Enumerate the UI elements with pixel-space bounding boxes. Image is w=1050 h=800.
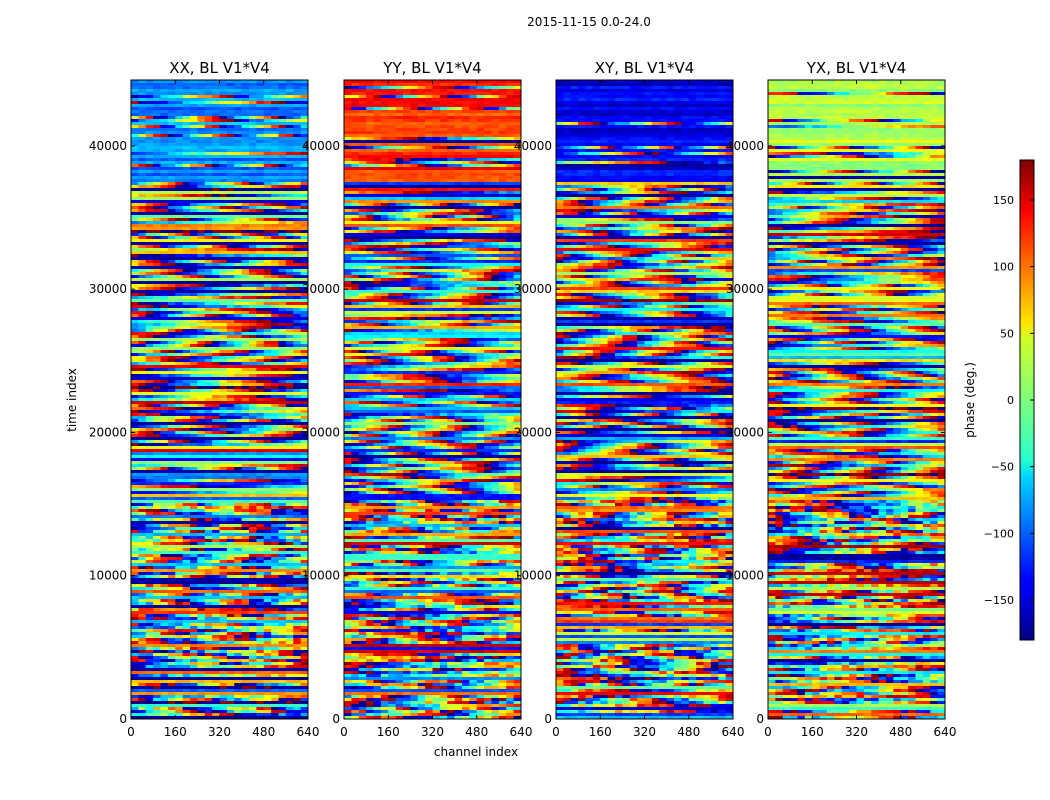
x-tick-label: 0 — [340, 725, 348, 739]
x-tick-label: 640 — [297, 725, 320, 739]
phase-image — [768, 80, 946, 720]
x-axis-label: channel index — [434, 745, 518, 759]
y-tick-label: 20000 — [89, 425, 127, 439]
x-tick-label: 640 — [934, 725, 957, 739]
x-tick-label: 320 — [633, 725, 656, 739]
panel-yx: YX, BL V1*V4 0 160 320 480 640 0 10000 20000 3000… — [726, 59, 957, 739]
y-tick-label: 20000 — [302, 425, 340, 439]
colorbar-tick-label: −50 — [991, 461, 1014, 474]
x-tick-label: 320 — [845, 725, 868, 739]
x-tick-label: 480 — [252, 725, 275, 739]
y-axis-label: time index — [65, 368, 79, 432]
y-tick-label: 30000 — [302, 282, 340, 296]
colorbar-label: phase (deg.) — [963, 362, 977, 438]
panel-xy: XY, BL V1*V4 0 160 320 480 640 0 10000 20000 3000… — [514, 59, 745, 739]
panel-title: YX, BL V1*V4 — [806, 59, 907, 77]
x-tick-label: 160 — [377, 725, 400, 739]
x-tick-label: 320 — [208, 725, 231, 739]
colorbar-tick-label: −150 — [984, 594, 1014, 607]
x-tick-label: 160 — [589, 725, 612, 739]
colorbar-tick-label: 150 — [993, 194, 1014, 207]
y-tick-label: 40000 — [302, 139, 340, 153]
x-tick-label: 160 — [801, 725, 824, 739]
y-tick-label: 10000 — [89, 569, 127, 583]
x-tick-label: 640 — [722, 725, 745, 739]
panel-xx: XX, BL V1*V4 0 160 320 480 640 0 10000 20000 3000… — [89, 59, 320, 739]
y-tick-label: 0 — [119, 712, 127, 726]
panel-title: YY, BL V1*V4 — [382, 59, 481, 77]
y-tick-label: 0 — [332, 712, 340, 726]
x-tick-label: 480 — [465, 725, 488, 739]
panel-yy: YY, BL V1*V4 0 160 320 480 640 0 10000 20000 3000… — [302, 59, 533, 739]
x-tick-label: 0 — [552, 725, 560, 739]
y-tick-label: 30000 — [89, 282, 127, 296]
y-tick-label: 0 — [756, 712, 764, 726]
y-tick-label: 10000 — [726, 569, 764, 583]
colorbar-tick-label: 0 — [1007, 394, 1014, 407]
y-tick-label: 40000 — [89, 139, 127, 153]
figure-suptitle: 2015-11-15 0.0-24.0 — [527, 15, 651, 29]
x-tick-label: 480 — [889, 725, 912, 739]
x-tick-label: 480 — [677, 725, 700, 739]
colorbar-tick-label: −100 — [984, 527, 1014, 540]
panels-group: XX, BL V1*V4 0 160 320 480 640 0 10000 20000 3000… — [89, 59, 957, 739]
y-tick-label: 30000 — [514, 282, 552, 296]
colorbar-tick-label: 100 — [993, 261, 1014, 274]
x-tick-label: 320 — [421, 725, 444, 739]
x-tick-label: 640 — [510, 725, 533, 739]
x-tick-label: 0 — [764, 725, 772, 739]
x-tick-label: 160 — [164, 725, 187, 739]
panel-title: XX, BL V1*V4 — [169, 59, 270, 77]
colorbar: −150 −100 −50 0 50 100 150 — [984, 159, 1035, 641]
y-tick-label: 20000 — [514, 425, 552, 439]
y-tick-label: 40000 — [726, 139, 764, 153]
phase-image — [556, 80, 734, 720]
phase-image — [131, 80, 309, 720]
y-tick-label: 10000 — [302, 569, 340, 583]
phase-image — [344, 80, 522, 720]
y-tick-label: 40000 — [514, 139, 552, 153]
y-tick-label: 20000 — [726, 425, 764, 439]
y-tick-label: 30000 — [726, 282, 764, 296]
x-tick-label: 0 — [127, 725, 135, 739]
colorbar-tick-label: 50 — [1000, 327, 1014, 340]
y-tick-label: 0 — [544, 712, 552, 726]
y-tick-label: 10000 — [514, 569, 552, 583]
panel-title: XY, BL V1*V4 — [595, 59, 695, 77]
